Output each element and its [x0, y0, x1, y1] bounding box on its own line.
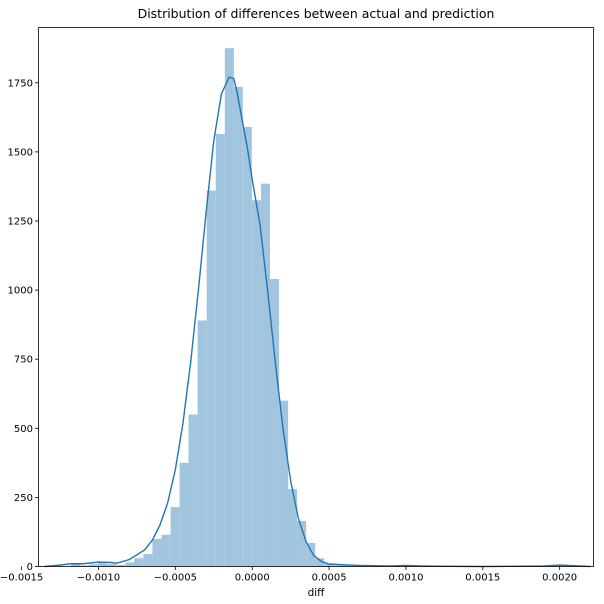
y-tick-label-6: 1500 [8, 147, 33, 158]
histogram-bar-29 [306, 543, 316, 567]
histogram-bar-7 [107, 563, 117, 567]
histogram-bar-25 [270, 279, 280, 567]
histogram-bar-27 [288, 489, 298, 567]
histogram-bar-22 [242, 127, 252, 567]
y-tick-label-7: 1750 [8, 78, 33, 89]
histogram-bar-33 [342, 565, 352, 567]
histogram-bar-16 [188, 414, 198, 567]
y-tick-label-1: 250 [14, 493, 33, 504]
histogram-bars [71, 48, 587, 567]
histogram-bar-11 [143, 554, 153, 567]
histogram-bar-32 [333, 565, 343, 567]
x-tick-label-5: 0.0010 [388, 573, 423, 584]
y-tick-label-4: 1000 [8, 286, 33, 297]
histogram-bar-15 [179, 462, 189, 567]
plot-frame [38, 27, 594, 567]
histogram-bar-6 [98, 562, 108, 567]
histogram-bar-24 [260, 183, 270, 567]
histogram-bar-8 [116, 564, 126, 567]
histogram-bar-57 [559, 565, 569, 567]
x-tick-label-0: −0.0015 [0, 573, 43, 584]
histogram-bar-12 [152, 538, 162, 567]
histogram-bar-9 [125, 562, 135, 567]
histogram-bar-13 [161, 534, 171, 567]
x-tick-label-2: −0.0005 [154, 573, 197, 584]
y-tick-label-3: 750 [14, 355, 33, 366]
histogram-bar-26 [279, 400, 289, 567]
x-tick-label-3: 0.0000 [235, 573, 270, 584]
histogram-bar-3 [71, 564, 81, 567]
x-tick-label-4: 0.0005 [312, 573, 347, 584]
histogram-bar-19 [215, 133, 225, 567]
y-axis: 0 250 500 750 1000 1250 1500 1750 [8, 78, 39, 573]
x-tick-label-1: −0.0010 [77, 573, 120, 584]
x-tick-label-7: 0.0020 [542, 573, 577, 584]
kde-curve [44, 76, 591, 568]
histogram-bar-18 [206, 190, 216, 567]
x-tick-label-6: 0.0015 [465, 573, 500, 584]
histogram-bar-20 [224, 48, 234, 567]
y-tick-label-5: 1250 [8, 216, 33, 227]
y-tick-label-0: 0 [27, 562, 33, 573]
histogram-bar-31 [324, 563, 334, 567]
y-tick-label-2: 500 [14, 424, 33, 435]
histogram-bar-28 [297, 520, 307, 567]
chart-title: Distribution of differences between actu… [138, 6, 495, 21]
histogram-bar-30 [315, 558, 325, 567]
histogram-bar-21 [233, 86, 243, 567]
x-axis-label: diff [308, 587, 326, 599]
histogram-bar-14 [170, 507, 180, 567]
histogram-bar-4 [80, 565, 90, 567]
x-axis: −0.0015 −0.0010 −0.0005 0.0000 0.0005 0.0010 0… [0, 566, 577, 584]
histogram-bar-5 [89, 564, 99, 567]
histogram-bar-23 [251, 200, 261, 567]
histogram-bar-10 [134, 558, 144, 567]
histogram-bar-17 [197, 320, 207, 567]
